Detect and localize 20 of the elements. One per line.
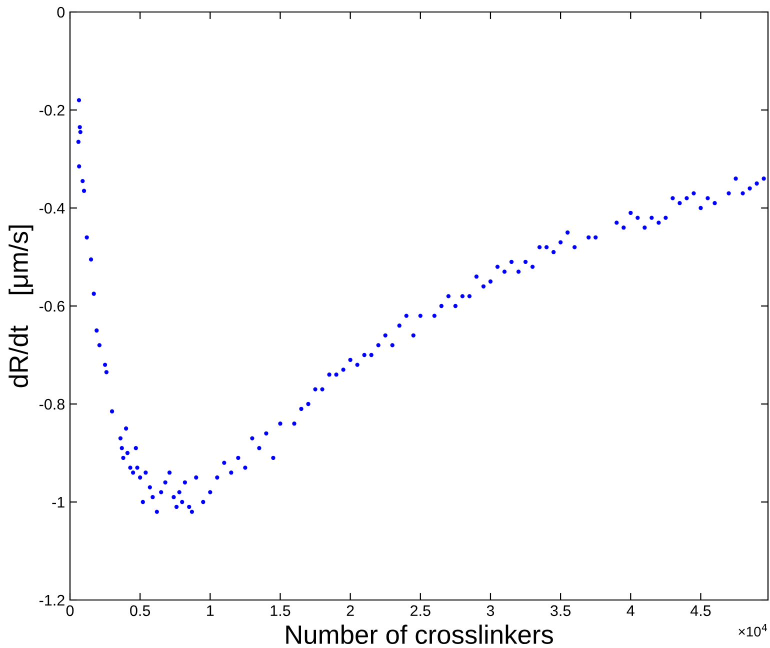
x-tick-label: 4.5 [690,605,711,616]
y-tick-label: -1 [52,497,64,508]
y-tick-label: -1.2 [39,594,64,606]
y-tick-label: -0.8 [39,398,64,410]
x-tick-label: 2.5 [410,605,430,616]
x-tick-label: 0 [66,605,74,616]
x-tick-label: 3 [486,605,494,616]
x-tick-label: 2 [346,605,354,616]
y-tick-label: 0 [57,6,65,18]
text: ×10$^{4}$ [738,624,768,637]
y-tick-label: -0.2 [39,104,64,116]
x-axis-title: Number of crosslinkers [286,624,553,644]
y-tick-label: -0.4 [39,202,65,214]
y-axis-title: dR/dt [μm/s] [8,225,34,388]
x-tick-label: 1.5 [270,605,290,616]
x-tick-label: 1 [207,605,214,616]
y-tick-label: -0.6 [39,300,64,312]
x-tick-label: 0.5 [130,605,150,616]
x-tick-label: 3.5 [550,605,571,616]
x-tick-label: 4 [626,605,634,616]
